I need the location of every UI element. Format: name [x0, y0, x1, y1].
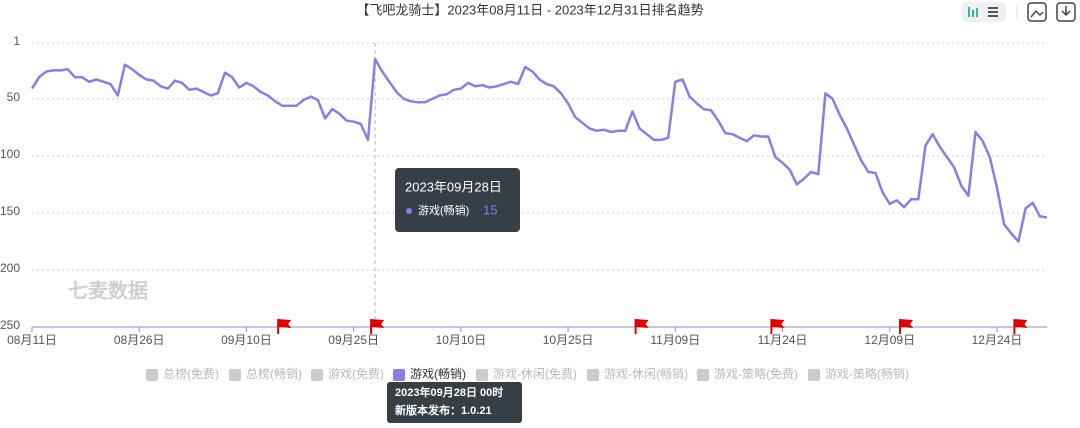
y-tick-label: 150: [0, 204, 20, 218]
y-tick-label: 200: [0, 261, 20, 275]
event-flag[interactable]: [1013, 319, 1028, 334]
tooltip-box: [395, 168, 520, 232]
x-tick-label: 09月25日: [328, 333, 379, 347]
series-line: [30, 57, 1048, 243]
legend-swatch[interactable]: [587, 369, 599, 381]
x-tick-label: 09月10日: [221, 333, 272, 347]
legend-label[interactable]: 游戏(畅销): [410, 367, 466, 381]
tooltip-value: 15: [483, 202, 497, 217]
legend-label[interactable]: 游戏-休闲(免费): [493, 366, 577, 381]
tooltip-series: 游戏(畅销): [418, 203, 469, 217]
icon: [988, 7, 998, 9]
event-flag[interactable]: [770, 319, 785, 334]
y-tick-label: 250: [0, 318, 20, 332]
legend-swatch[interactable]: [697, 369, 709, 381]
x-tick-label: 12月24日: [972, 333, 1023, 347]
icon: [1030, 9, 1044, 18]
event-flag[interactable]: [370, 319, 385, 334]
icon: [968, 7, 970, 17]
legend-swatch[interactable]: [311, 369, 323, 381]
event-flag[interactable]: [277, 319, 292, 334]
legend-label[interactable]: 游戏-策略(畅销): [825, 366, 909, 381]
x-tick-label: 10月10日: [436, 333, 487, 347]
legend-label[interactable]: 游戏-策略(免费): [714, 366, 798, 381]
icon: [972, 10, 974, 17]
legend-label[interactable]: 游戏-休闲(畅销): [604, 367, 688, 381]
legend-swatch[interactable]: [476, 369, 488, 381]
legend-swatch[interactable]: [146, 369, 158, 381]
legend-label[interactable]: 总榜(畅销): [246, 366, 302, 381]
legend-swatch[interactable]: [393, 369, 405, 381]
legend-label[interactable]: 游戏(免费): [328, 366, 384, 381]
x-tick-label: 12月09日: [864, 333, 915, 347]
chart-title: 【飞吧龙骑士】2023年08月11日 - 2023年12月31日排名趋势: [356, 2, 703, 17]
download-button[interactable]: [1056, 2, 1076, 22]
icon: [988, 15, 998, 17]
x-tick-label: 10月25日: [543, 333, 594, 347]
legend-label[interactable]: 总榜(免费): [163, 366, 219, 381]
legend-swatch[interactable]: [808, 369, 820, 381]
event-flag[interactable]: [899, 319, 914, 334]
y-tick-label: 50: [7, 90, 21, 104]
legend-swatch[interactable]: [229, 369, 241, 381]
event-flag[interactable]: [634, 319, 649, 334]
icon: [976, 8, 978, 17]
x-tick-label: 08月11日: [7, 333, 57, 347]
watermark: 七麦数据: [68, 278, 148, 302]
toolbar: [962, 2, 1076, 22]
icon: [1061, 6, 1071, 17]
y-tick-label: 100: [0, 147, 20, 161]
tooltip-title: 2023年09月28日: [405, 179, 502, 194]
event-tooltip-title: 2023年09月28日 00时: [395, 385, 503, 399]
event-tooltip-box: [387, 382, 522, 423]
x-tick-label: 08月26日: [114, 333, 165, 347]
image-button[interactable]: [1027, 2, 1047, 22]
x-tick-label: 11月09日: [650, 333, 700, 347]
y-tick-label: 1: [13, 34, 20, 48]
x-tick-label: 11月24日: [758, 333, 808, 347]
tooltip-dot: [406, 208, 412, 214]
icon: [988, 11, 998, 13]
event-tooltip-text: 新版本发布：1.0.21: [395, 403, 492, 417]
